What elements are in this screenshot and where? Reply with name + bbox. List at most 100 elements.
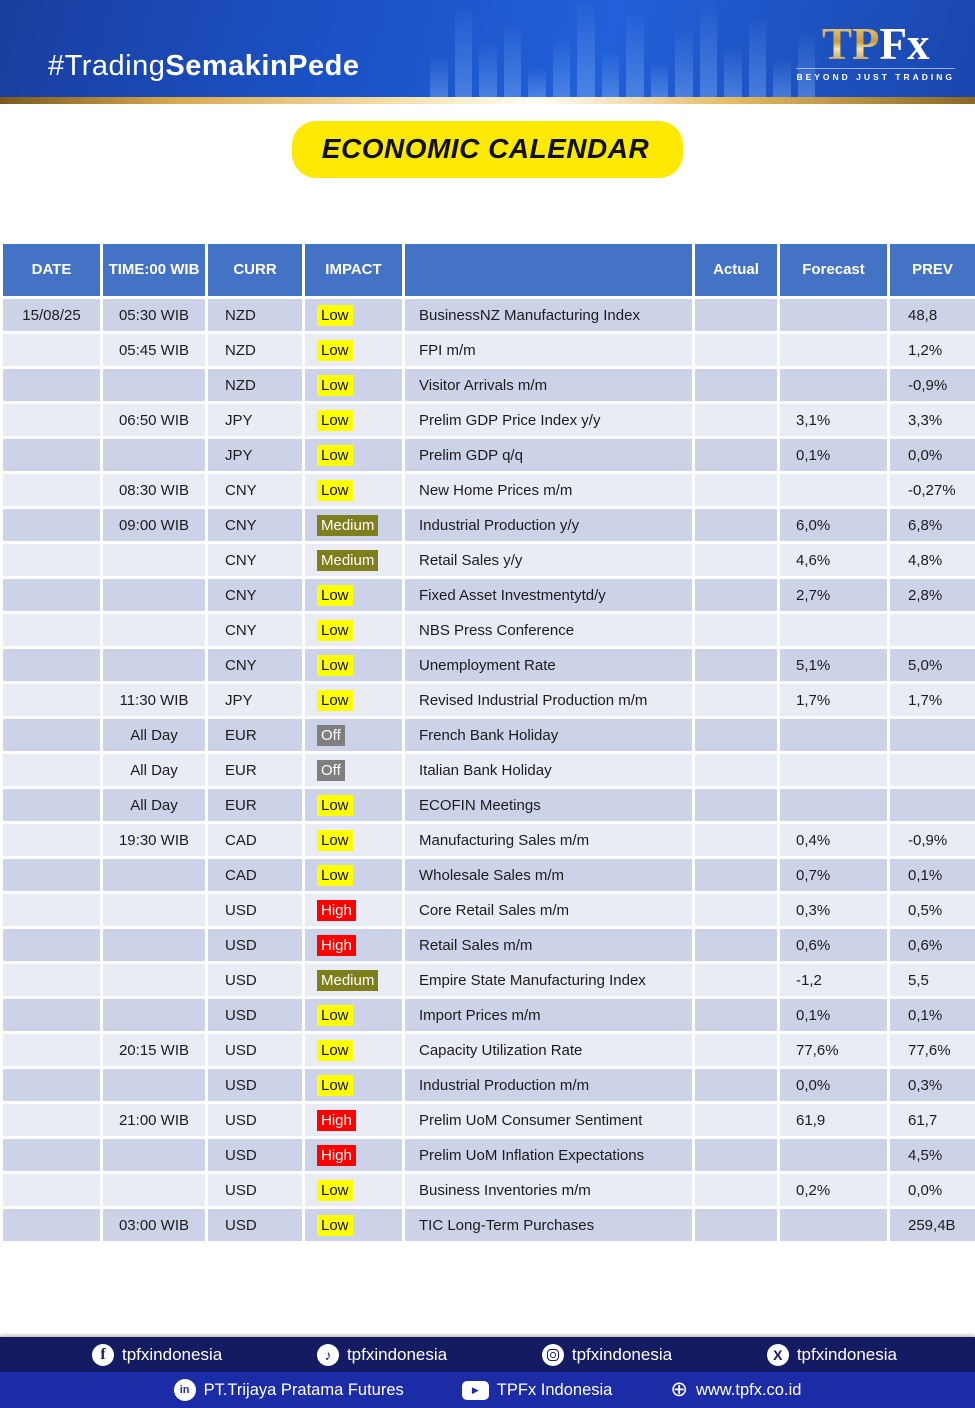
table-row: 03:00 WIB USD Low TIC Long-Term Purchases 25… <box>3 1209 975 1241</box>
cell-date <box>3 649 100 681</box>
column-header-actual: Actual <box>695 244 777 296</box>
impact-badge: Medium <box>317 969 379 991</box>
cell-curr: CAD <box>208 859 302 891</box>
cell-date <box>3 439 100 471</box>
cell-prev: -0,27% <box>890 474 975 506</box>
cell-actual <box>695 1209 777 1241</box>
cell-time: 03:00 WIB <box>103 1209 205 1241</box>
cell-curr: USD <box>208 894 302 926</box>
footer-links-bar: in PT.Trijaya Pratama Futures ▶ TPFx Indone… <box>0 1372 975 1408</box>
cell-date <box>3 824 100 856</box>
social-handle[interactable]: tpfxindonesia <box>541 1343 673 1366</box>
footer-link[interactable]: in PT.Trijaya Pratama Futures <box>173 1379 404 1401</box>
cell-date <box>3 1174 100 1206</box>
impact-badge: Off <box>317 759 345 781</box>
cell-event: Revised Industrial Production m/m <box>405 684 692 716</box>
cell-actual <box>695 894 777 926</box>
table-row: 20:15 WIB USD Low Capacity Utilization Rate… <box>3 1034 975 1066</box>
impact-badge: Low <box>317 479 353 501</box>
social-handle[interactable]: f tpfxindonesia <box>92 1343 223 1366</box>
footer-social-bar: f tpfxindonesia ♪ tpfxindonesia tpfxindonesi… <box>0 1337 975 1372</box>
cell-date <box>3 544 100 576</box>
cell-forecast <box>780 369 887 401</box>
cell-actual <box>695 649 777 681</box>
cell-time: All Day <box>103 754 205 786</box>
logo-fx: Fx <box>879 19 930 69</box>
cell-time: 21:00 WIB <box>103 1104 205 1136</box>
cell-curr: USD <box>208 964 302 996</box>
impact-badge: Low <box>317 1179 353 1201</box>
table-row: USD High Prelim UoM Inflation Expectations… <box>3 1139 975 1171</box>
cell-date <box>3 964 100 996</box>
logo-tp: TP <box>821 19 880 69</box>
cell-impact: Low <box>305 1174 402 1206</box>
social-handle[interactable]: ♪ tpfxindonesia <box>316 1343 447 1366</box>
cell-date <box>3 719 100 751</box>
cell-prev: 1,7% <box>890 684 975 716</box>
social-handle-label: tpfxindonesia <box>571 1344 673 1364</box>
table-row: USD Low Business Inventories m/m 0,2% 0,0% <box>3 1174 975 1206</box>
cell-event: Prelim GDP Price Index y/y <box>405 404 692 436</box>
cell-forecast: 4,6% <box>780 544 887 576</box>
cell-event: Industrial Production y/y <box>405 509 692 541</box>
cell-forecast <box>780 1209 887 1241</box>
cell-forecast: 1,7% <box>780 684 887 716</box>
cell-date <box>3 684 100 716</box>
cell-impact: Off <box>305 754 402 786</box>
footer-link[interactable]: ▶ TPFx Indonesia <box>461 1380 612 1400</box>
cell-curr: USD <box>208 1069 302 1101</box>
social-handle-label: tpfxindonesia <box>122 1344 223 1364</box>
cell-time <box>103 1139 205 1171</box>
cell-time <box>103 649 205 681</box>
cell-prev: 2,8% <box>890 579 975 611</box>
column-header-curr: CURR <box>208 244 302 296</box>
table-row: 06:50 WIB JPY Low Prelim GDP Price Index y/… <box>3 404 975 436</box>
cell-curr: CNY <box>208 474 302 506</box>
header-chart-decoration <box>430 0 815 97</box>
cell-prev: 61,7 <box>890 1104 975 1136</box>
cell-impact: Low <box>305 649 402 681</box>
cell-prev: -0,9% <box>890 369 975 401</box>
cell-time <box>103 929 205 961</box>
cell-actual <box>695 1174 777 1206</box>
cell-time: All Day <box>103 719 205 751</box>
cell-date <box>3 999 100 1031</box>
table-row: 08:30 WIB CNY Low New Home Prices m/m -0,27% <box>3 474 975 506</box>
table-row: USD High Core Retail Sales m/m 0,3% 0,5% <box>3 894 975 926</box>
cell-prev: 77,6% <box>890 1034 975 1066</box>
cell-prev: 1,2% <box>890 334 975 366</box>
cell-impact: Low <box>305 999 402 1031</box>
cell-prev: 0,0% <box>890 439 975 471</box>
footer-link[interactable]: ⊕ www.tpfx.co.id <box>670 1379 802 1400</box>
cell-time: 05:30 WIB <box>103 299 205 331</box>
tiktok-icon: ♪ <box>316 1343 339 1366</box>
cell-curr: NZD <box>208 369 302 401</box>
table-row: 11:30 WIB JPY Low Revised Industrial Produc… <box>3 684 975 716</box>
impact-badge: High <box>317 1109 356 1131</box>
cell-curr: CNY <box>208 579 302 611</box>
cell-forecast <box>780 474 887 506</box>
impact-badge: Low <box>317 1004 353 1026</box>
cell-forecast <box>780 789 887 821</box>
instagram-icon <box>541 1343 564 1366</box>
cell-prev <box>890 719 975 751</box>
cell-time <box>103 544 205 576</box>
footer-link-label: www.tpfx.co.id <box>695 1380 802 1399</box>
cell-impact: Low <box>305 369 402 401</box>
cell-time: 09:00 WIB <box>103 509 205 541</box>
cell-impact: Low <box>305 859 402 891</box>
table-row: USD Low Import Prices m/m 0,1% 0,1% <box>3 999 975 1031</box>
cell-event: Unemployment Rate <box>405 649 692 681</box>
cell-event: ECOFIN Meetings <box>405 789 692 821</box>
facebook-icon: f <box>92 1343 114 1366</box>
cell-prev: 3,3% <box>890 404 975 436</box>
cell-forecast: 0,1% <box>780 439 887 471</box>
impact-badge: Medium <box>317 514 379 536</box>
cell-curr: CNY <box>208 509 302 541</box>
cell-event: Fixed Asset Investmentytd/y <box>405 579 692 611</box>
cell-forecast <box>780 1139 887 1171</box>
cell-event: Manufacturing Sales m/m <box>405 824 692 856</box>
cell-curr: EUR <box>208 719 302 751</box>
cell-time <box>103 614 205 646</box>
